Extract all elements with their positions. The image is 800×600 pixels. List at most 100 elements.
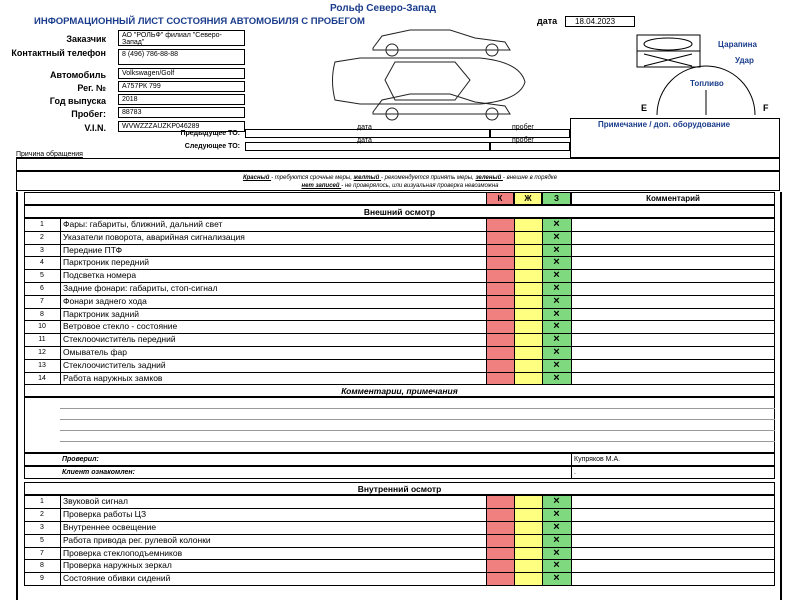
status-cell <box>486 282 515 296</box>
comment-cell <box>571 572 775 586</box>
reason-label: Причина обращения <box>16 151 83 158</box>
client-label: Клиент ознакомлен: <box>62 469 135 477</box>
row-mark: × <box>553 256 560 269</box>
row-item: Стеклоочиститель передний <box>63 334 176 345</box>
note-box <box>570 118 780 158</box>
row-no: 5 <box>40 536 44 544</box>
status-cell <box>486 269 515 283</box>
field-value: 2018 <box>122 96 138 103</box>
damage-legend <box>636 34 701 68</box>
status-cell <box>486 218 515 232</box>
dent-label: Удар <box>735 56 754 65</box>
status-cell <box>486 294 515 309</box>
status-cell <box>514 320 543 335</box>
field-box <box>118 94 245 105</box>
row-item: Работа привода рег. рулевой колонки <box>63 534 211 545</box>
row-no: 13 <box>38 361 46 369</box>
status-cell <box>486 243 515 258</box>
row-mark: × <box>553 358 560 371</box>
comment-cell <box>571 495 775 510</box>
sheet-right-border <box>780 192 782 600</box>
column-header <box>514 192 542 205</box>
fuel-empty: E <box>641 103 648 113</box>
comment-line <box>60 430 775 432</box>
column-header <box>542 192 571 205</box>
comment-cell <box>571 521 775 535</box>
key-text: - рекомендуется принять меры, <box>381 175 476 181</box>
row-item: Омыватель фар <box>63 347 127 357</box>
row-no: 6 <box>40 285 44 292</box>
service-label: Предыдущее ТО: <box>180 130 240 137</box>
field-value: АО "РОЛЬФ" филиал "Северо-Запад" <box>122 32 222 46</box>
status-cell <box>514 358 543 373</box>
checked-label: Проверил: <box>62 456 99 464</box>
row-mark: × <box>553 218 560 230</box>
column-header <box>486 192 514 205</box>
column-header-text: Комментарий <box>646 194 700 203</box>
row-item: Фонари заднего хода <box>63 295 147 306</box>
key-text: - внешне в порядке <box>502 175 558 181</box>
fuel-gauge <box>656 65 756 116</box>
date: 18.04.2023 <box>575 17 616 26</box>
section-title: Внутренний осмотр <box>357 484 442 495</box>
status-cell <box>514 572 543 586</box>
comment-cell <box>571 294 775 309</box>
row-item: Парктроник задний <box>63 308 140 319</box>
column-header-text: К <box>497 194 503 203</box>
row-mark: × <box>553 521 560 533</box>
section-row <box>24 482 775 496</box>
key-line: Красный - требуются срочные меры, желтый… <box>0 175 800 182</box>
field-box <box>118 81 245 92</box>
title: ИНФОРМАЦИОННЫЙ ЛИСТ СОСТОЯНИЯ АВТОМОБИЛЯ… <box>34 16 365 27</box>
field-label: Контактный телефон <box>11 48 106 58</box>
status-cell <box>514 508 543 522</box>
field-value: А757РК 799 <box>122 83 161 90</box>
field-box <box>118 30 245 46</box>
column-header <box>571 192 775 205</box>
comment-cell <box>571 320 775 335</box>
row-item: Внутреннее освещение <box>63 522 157 532</box>
field-label: Рег. № <box>77 83 106 93</box>
status-cell <box>514 533 543 548</box>
column-header-text: З <box>553 194 559 203</box>
row-no: 3 <box>40 246 44 254</box>
status-cell <box>486 307 515 322</box>
field-value: 8 (496) 786-88-88 <box>122 51 179 58</box>
column-header-text: Ж <box>524 194 532 203</box>
service-mileage-box <box>490 142 570 151</box>
field-label: Заказчик <box>66 34 106 44</box>
row-no: 8 <box>40 310 44 318</box>
status-cell <box>486 572 515 586</box>
client-value-box <box>571 466 775 480</box>
row-mark: × <box>553 371 560 384</box>
car-diagram <box>332 29 526 121</box>
field-label: Год выпуска <box>49 96 106 106</box>
status-cell <box>514 559 543 574</box>
row-item: Состояние обивки сидений <box>63 573 171 584</box>
row-mark: × <box>553 243 560 256</box>
checked-value-box <box>571 453 775 467</box>
comment-cell <box>571 307 775 322</box>
field-label: Автомобиль <box>50 70 106 80</box>
row-item: Подсветка номера <box>63 270 137 281</box>
row-item: Указатели поворота, аварийная сигнализац… <box>63 231 245 242</box>
field-value: 88783 <box>122 109 142 116</box>
status-cell <box>514 230 543 245</box>
row-mark: × <box>553 508 560 521</box>
service-label: Следующее ТО: <box>184 143 240 150</box>
key-line: нет записей - не проверялось, или визуал… <box>0 183 800 190</box>
status-cell <box>514 282 543 296</box>
status-cell <box>486 256 515 271</box>
date-label: дата <box>537 16 558 26</box>
comment-cell <box>571 282 775 296</box>
row-no: 7 <box>40 297 44 305</box>
comment-cell <box>571 333 775 347</box>
comments-title: Комментарии, примечания <box>341 386 458 397</box>
status-cell <box>514 269 543 283</box>
fuel-full: F <box>763 103 769 113</box>
row-no: 5 <box>40 272 44 280</box>
row-item-cell <box>60 243 487 258</box>
row-item: Проверка работы ЦЗ <box>63 509 147 520</box>
status-cell <box>514 371 543 386</box>
service-mileage-box <box>490 129 570 138</box>
